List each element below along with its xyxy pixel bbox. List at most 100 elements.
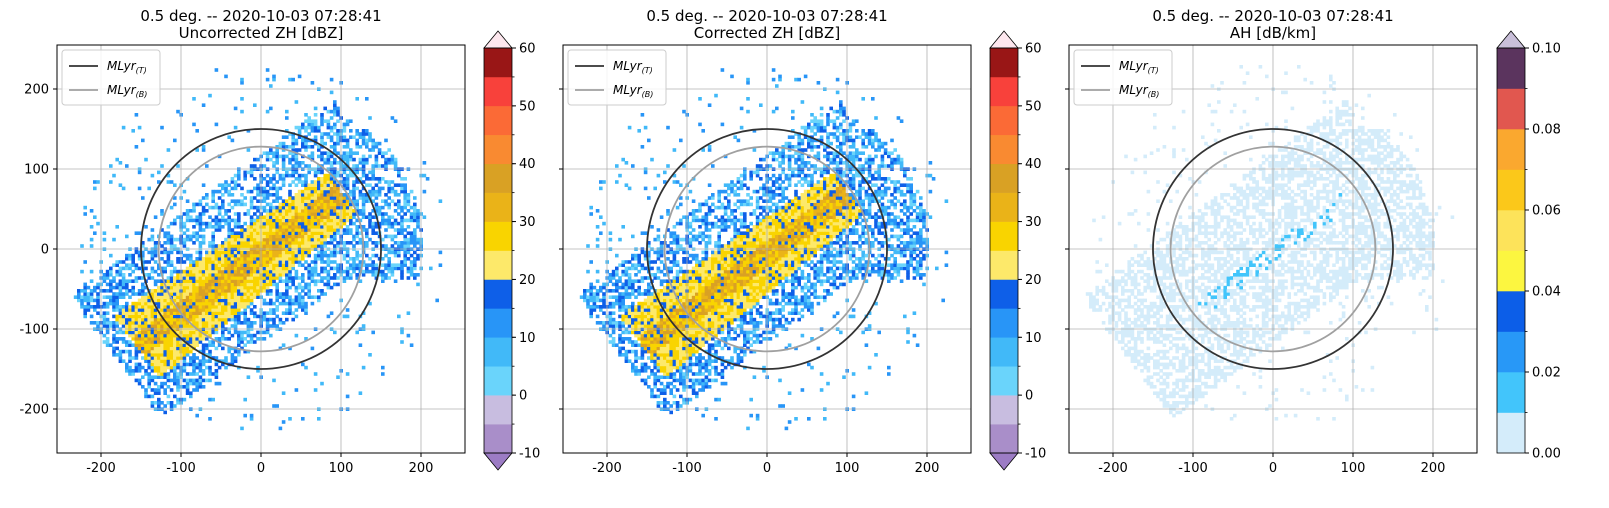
y-tick-label: -200 xyxy=(19,403,49,418)
colorbar-band xyxy=(990,337,1018,366)
colorbar-band xyxy=(990,395,1018,424)
chart-title-line2: Corrected ZH [dBZ] xyxy=(694,24,840,42)
colorbar-over-triangle xyxy=(990,31,1018,48)
colorbar-band xyxy=(484,164,512,193)
colorbar-over-triangle xyxy=(1497,31,1525,48)
chart-title-line2: Uncorrected ZH [dBZ] xyxy=(179,24,344,42)
colorbar-band xyxy=(484,279,512,308)
x-tick-label: -100 xyxy=(672,461,702,476)
colorbar-tick-label: 0 xyxy=(519,389,527,404)
colorbar-band xyxy=(484,193,512,222)
colorbar-band xyxy=(990,366,1018,395)
colorbar-tick-label: 20 xyxy=(519,273,536,288)
colorbar-tick-label: 0.04 xyxy=(1532,285,1561,300)
colorbar-band xyxy=(990,308,1018,337)
colorbar-band xyxy=(484,395,512,424)
colorbar-band xyxy=(484,308,512,337)
legend: MLyr(T)MLyr(B) xyxy=(568,50,666,105)
colorbar-band xyxy=(1497,48,1525,89)
colorbar-band xyxy=(990,106,1018,135)
colorbar-tick-label: 40 xyxy=(519,157,536,172)
grid xyxy=(1069,45,1477,453)
colorbar-tick-label: 50 xyxy=(519,99,536,114)
x-tick-label: -100 xyxy=(166,461,196,476)
colorbar-tick-label: 20 xyxy=(1025,273,1042,288)
colorbar-tick-label: 30 xyxy=(519,215,536,230)
colorbar-under-triangle xyxy=(990,453,1018,470)
x-tick-label: 100 xyxy=(329,461,354,476)
colorbar-band xyxy=(484,48,512,77)
colorbar-tick-label: 0.02 xyxy=(1532,366,1561,381)
colorbar-band xyxy=(1497,170,1525,211)
colorbar-band xyxy=(484,366,512,395)
y-tick-label: 200 xyxy=(24,83,49,98)
colorbar-tick-label: 0.06 xyxy=(1532,204,1561,219)
colorbar-band xyxy=(990,193,1018,222)
x-tick-label: 0 xyxy=(1269,461,1277,476)
colorbar-under-triangle xyxy=(484,453,512,470)
colorbar-tick-label: -10 xyxy=(1025,447,1046,462)
legend: MLyr(T)MLyr(B) xyxy=(1074,50,1172,105)
colorbar-band xyxy=(1497,129,1525,170)
colorbar-band xyxy=(484,251,512,280)
colorbar-tick-label: 60 xyxy=(1025,42,1042,57)
x-tick-label: -100 xyxy=(1178,461,1208,476)
colorbar-band xyxy=(990,424,1018,453)
colorbar-band xyxy=(1497,210,1525,251)
colorbar-band xyxy=(484,135,512,164)
colorbar-tick-label: 10 xyxy=(519,331,536,346)
colorbar-band xyxy=(990,48,1018,77)
x-tick-label: 0 xyxy=(763,461,771,476)
colorbar-over-triangle xyxy=(484,31,512,48)
colorbar-band xyxy=(990,135,1018,164)
colorbar-band xyxy=(484,222,512,251)
chart-title-line2: AH [dB/km] xyxy=(1230,24,1316,42)
legend: MLyr(T)MLyr(B) xyxy=(62,50,160,105)
colorbar-band xyxy=(484,77,512,106)
colorbar-tick-label: 0.10 xyxy=(1532,42,1561,57)
colorbar-band xyxy=(990,77,1018,106)
colorbar-tick-label: 40 xyxy=(1025,157,1042,172)
y-tick-label: -100 xyxy=(19,323,49,338)
colorbar-band xyxy=(484,337,512,366)
chart-title-line1: 0.5 deg. -- 2020-10-03 07:28:41 xyxy=(646,7,887,25)
x-tick-label: -200 xyxy=(86,461,116,476)
y-tick-label: 100 xyxy=(24,163,49,178)
colorbar: -10 0 10 20 30 40 50 60 xyxy=(990,31,1046,470)
colorbar-tick-label: 30 xyxy=(1025,215,1042,230)
colorbar-band xyxy=(990,251,1018,280)
colorbar-band xyxy=(1497,372,1525,413)
grid xyxy=(57,45,465,453)
colorbar-band xyxy=(1497,89,1525,130)
colorbar-band xyxy=(484,424,512,453)
colorbar-band xyxy=(990,164,1018,193)
grid xyxy=(563,45,971,453)
chart-title-line1: 0.5 deg. -- 2020-10-03 07:28:41 xyxy=(1152,7,1393,25)
colorbar-tick-label: 10 xyxy=(1025,331,1042,346)
colorbar-band xyxy=(990,279,1018,308)
colorbar: 0.000.020.040.060.080.10 xyxy=(1497,31,1561,462)
x-tick-label: -200 xyxy=(1098,461,1128,476)
x-tick-label: 100 xyxy=(1341,461,1366,476)
echo-field xyxy=(1086,65,1454,421)
colorbar-band xyxy=(1497,291,1525,332)
colorbar-tick-label: 0.00 xyxy=(1532,447,1561,462)
x-tick-label: 100 xyxy=(835,461,860,476)
chart-title-line1: 0.5 deg. -- 2020-10-03 07:28:41 xyxy=(140,7,381,25)
colorbar-band xyxy=(1497,332,1525,373)
colorbar-band xyxy=(484,106,512,135)
colorbar-tick-label: 50 xyxy=(1025,99,1042,114)
x-tick-label: 200 xyxy=(1421,461,1446,476)
x-tick-label: 0 xyxy=(257,461,265,476)
radar-panel-3: -200 -100 0 100 200 0.5 deg. -- 2020-10-03 07… xyxy=(1065,7,1561,476)
x-tick-label: -200 xyxy=(592,461,622,476)
colorbar-tick-label: 0 xyxy=(1025,389,1033,404)
y-tick-label: 0 xyxy=(41,243,49,258)
colorbar-band xyxy=(990,222,1018,251)
colorbar-band xyxy=(1497,413,1525,454)
colorbar-tick-label: -10 xyxy=(519,447,540,462)
colorbar-band xyxy=(1497,251,1525,292)
